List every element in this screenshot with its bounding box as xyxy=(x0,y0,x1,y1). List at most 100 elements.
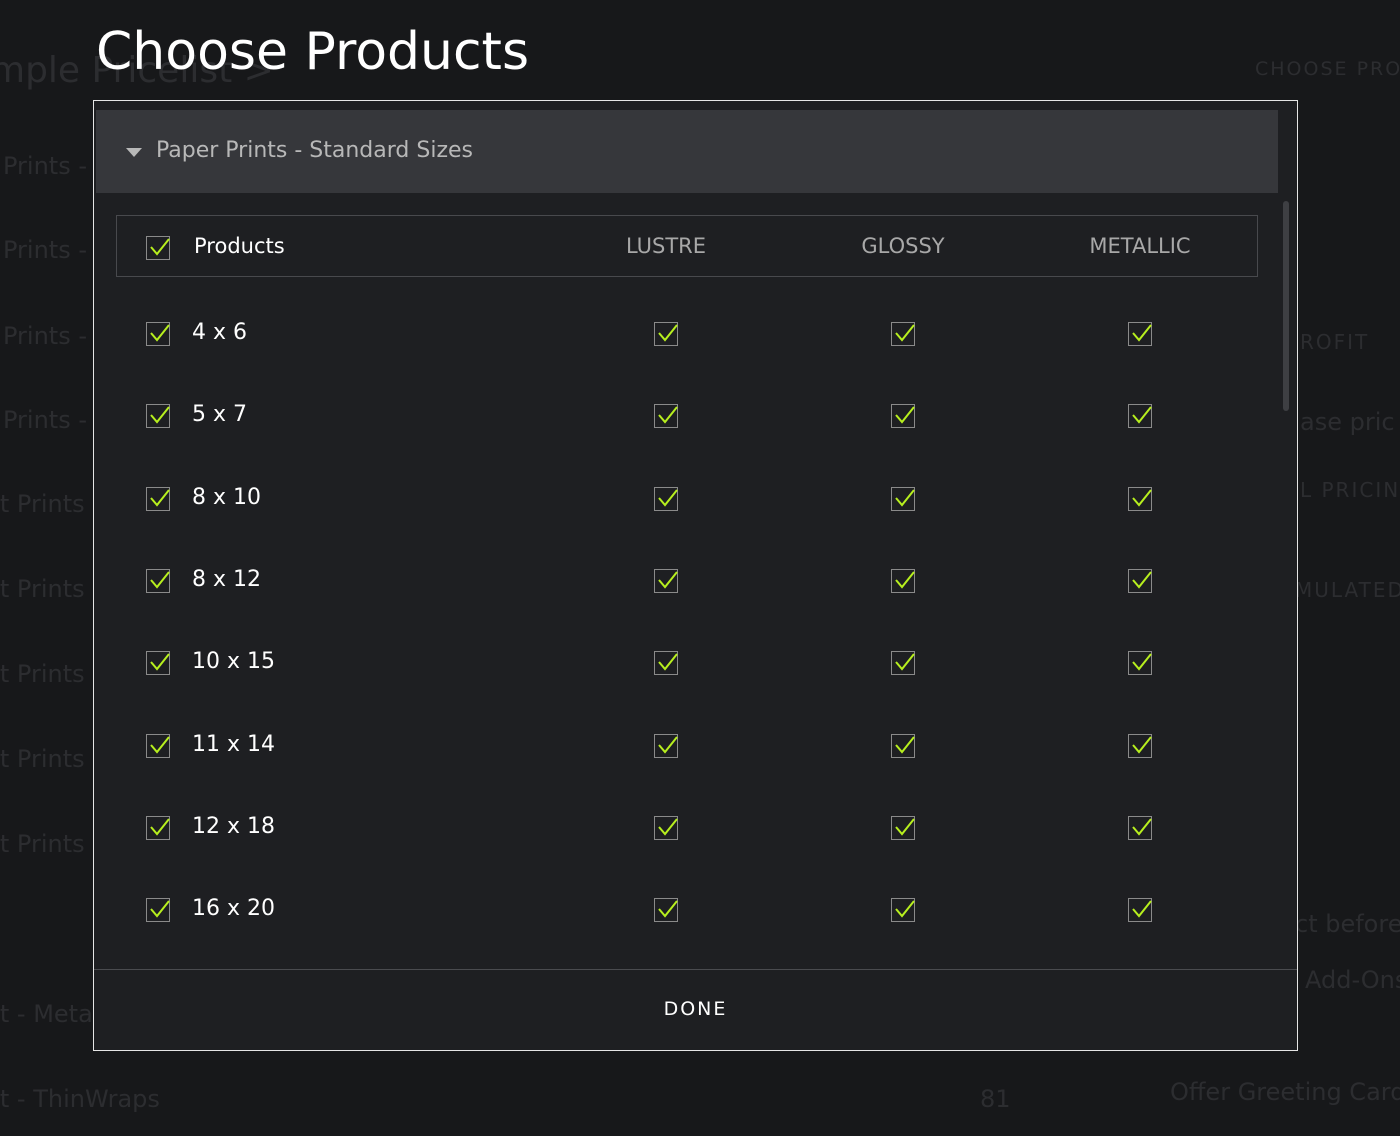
background-text: Offer Greeting Cards xyxy=(1170,1078,1400,1106)
background-text: Prints - xyxy=(3,152,87,180)
checkbox[interactable] xyxy=(146,486,170,511)
checkmark xyxy=(895,653,915,671)
checkmark xyxy=(150,324,170,342)
checkmark xyxy=(895,406,915,424)
checkmark xyxy=(150,900,170,918)
checkbox[interactable] xyxy=(146,651,170,676)
caret-icon xyxy=(126,148,142,157)
checkbox[interactable] xyxy=(1128,733,1152,758)
checkbox[interactable] xyxy=(1128,651,1152,676)
checkmark xyxy=(150,818,170,836)
checkbox[interactable] xyxy=(1128,815,1152,840)
footer: DONE xyxy=(94,969,1297,1050)
checkbox[interactable] xyxy=(891,651,915,676)
checkbox[interactable] xyxy=(1128,486,1152,511)
checkmark xyxy=(1132,900,1152,918)
checkbox[interactable] xyxy=(891,568,915,593)
background-text: Prints - xyxy=(3,322,87,350)
scrollbar[interactable] xyxy=(1283,201,1289,411)
checkbox[interactable] xyxy=(146,568,170,593)
background-text: rt Prints xyxy=(0,830,85,858)
checkmark xyxy=(658,324,678,342)
checkbox[interactable] xyxy=(654,486,678,511)
row-label: 12 x 18 xyxy=(192,813,275,839)
column-header: Products xyxy=(194,234,285,258)
checkbox[interactable] xyxy=(654,568,678,593)
dialog: Paper Prints - Standard Sizes Products LU… xyxy=(93,100,1298,1051)
checkbox[interactable] xyxy=(1128,322,1152,346)
checkbox[interactable] xyxy=(1128,404,1152,429)
background-text: rt Prints xyxy=(0,660,85,688)
row-label: 16 x 20 xyxy=(192,896,275,922)
checkmark xyxy=(658,818,678,836)
checkmark xyxy=(150,406,170,424)
checkmark xyxy=(150,653,170,671)
background-text: ROFIT xyxy=(1300,330,1370,354)
checkbox[interactable] xyxy=(891,898,915,923)
checkmark xyxy=(1132,488,1152,507)
checkbox[interactable] xyxy=(146,733,170,758)
checkmark xyxy=(895,900,915,918)
row-label: 11 x 14 xyxy=(192,731,275,757)
checkmark xyxy=(150,488,170,507)
page-title: Choose Products xyxy=(96,22,530,82)
checkbox[interactable] xyxy=(1128,898,1152,923)
checkmark xyxy=(658,735,678,754)
checkmark xyxy=(658,900,678,918)
checkmark xyxy=(150,735,170,754)
checkbox[interactable] xyxy=(146,815,170,840)
background-text: rt Prints xyxy=(0,745,85,773)
background-text: CHOOSE PRO xyxy=(1255,58,1400,80)
table-header xyxy=(116,215,1258,277)
checkmark xyxy=(895,488,915,507)
checkbox[interactable] xyxy=(891,322,915,346)
checkmark xyxy=(895,571,915,589)
checkbox[interactable] xyxy=(654,651,678,676)
checkmark xyxy=(895,735,915,754)
checkmark xyxy=(150,571,170,589)
checkbox[interactable] xyxy=(891,404,915,429)
checkbox[interactable] xyxy=(146,404,170,429)
row-label: 10 x 15 xyxy=(192,649,275,675)
checkbox[interactable] xyxy=(146,322,170,346)
background-text: rt - Meta xyxy=(0,1000,93,1028)
checkmark xyxy=(658,653,678,671)
column-header: LUSTRE xyxy=(625,234,707,258)
checkbox[interactable] xyxy=(891,815,915,840)
checkmark xyxy=(1132,735,1152,754)
checkmark xyxy=(895,324,915,342)
row-label: 5 x 7 xyxy=(192,402,247,428)
checkmark xyxy=(1132,406,1152,424)
checkmark xyxy=(1132,818,1152,836)
checkmark xyxy=(1132,324,1152,342)
checkbox[interactable] xyxy=(654,733,678,758)
checkmark xyxy=(658,488,678,507)
done-button[interactable]: DONE xyxy=(663,998,728,1020)
row-label: 4 x 6 xyxy=(192,320,247,345)
checkbox[interactable] xyxy=(1128,568,1152,593)
background-text: MULATED xyxy=(1295,578,1400,602)
checkmark xyxy=(150,238,170,256)
checkmark xyxy=(1132,571,1152,589)
row-label: 8 x 12 xyxy=(192,566,261,592)
checkmark xyxy=(895,818,915,836)
checkbox[interactable] xyxy=(654,898,678,923)
checkbox[interactable] xyxy=(891,733,915,758)
background-text: 81 xyxy=(980,1085,1011,1113)
checkbox[interactable] xyxy=(654,815,678,840)
row-label: 8 x 10 xyxy=(192,484,261,510)
background-text: ct before xyxy=(1295,910,1400,938)
background-text: L PRICIN xyxy=(1300,478,1400,502)
section-header[interactable]: Paper Prints - Standard Sizes xyxy=(96,110,1278,193)
checkmark xyxy=(1132,653,1152,671)
checkbox[interactable] xyxy=(146,236,170,260)
checkbox[interactable] xyxy=(146,898,170,923)
checkbox[interactable] xyxy=(654,322,678,346)
section-title: Paper Prints - Standard Sizes xyxy=(156,138,473,163)
checkbox[interactable] xyxy=(654,404,678,429)
background-text: Prints - xyxy=(3,406,87,434)
checkbox[interactable] xyxy=(891,486,915,511)
background-text: rt Prints xyxy=(0,490,85,518)
background-text: Prints - xyxy=(3,236,87,264)
